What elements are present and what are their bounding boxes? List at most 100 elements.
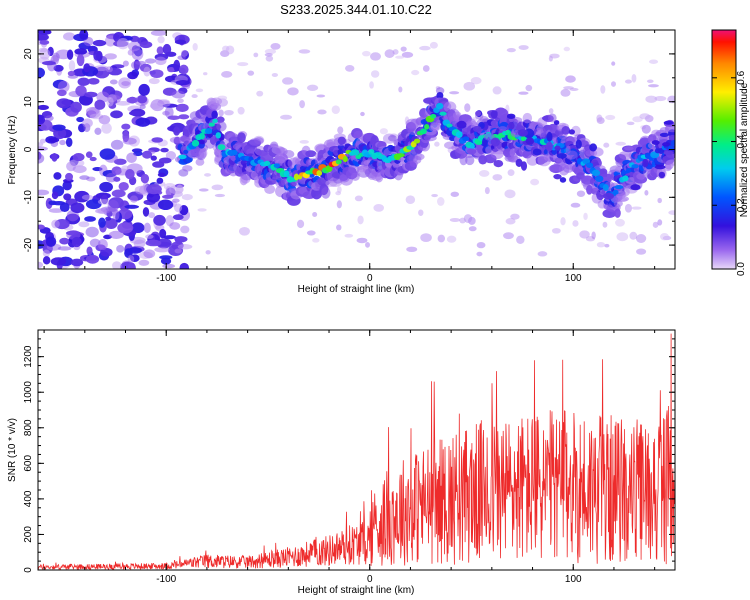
heatmap-blob: [604, 243, 610, 248]
heatmap-blob: [181, 49, 188, 57]
heatmap-blob: [138, 83, 150, 96]
heatmap-blob: [436, 91, 444, 100]
heatmap-blob: [625, 167, 632, 173]
heatmap-blob: [668, 210, 675, 215]
heatmap-blob: [142, 150, 153, 159]
heatmap-blob: [139, 41, 153, 49]
heatmap-blob: [576, 190, 586, 197]
snr-panel: -100 0 100 0 200 400 600 800 1000 1200 H…: [7, 329, 676, 596]
heatmap-blob: [38, 114, 46, 125]
heatmap-blob: [191, 139, 200, 147]
heatmap-blob: [565, 75, 576, 83]
heatmap-blob: [253, 52, 259, 58]
heatmap-blob: [406, 246, 418, 253]
heatmap-blob: [612, 189, 619, 195]
heatmap-blob: [89, 156, 97, 162]
heatmap-blob: [215, 132, 222, 139]
heatmap-blob: [373, 203, 385, 212]
heatmap-blob: [490, 110, 498, 119]
heatmap-blob: [526, 154, 539, 166]
heatmap-blob: [51, 191, 59, 200]
heatmap-blob: [128, 110, 142, 116]
heatmap-blob: [145, 234, 154, 239]
x-tick-label: 0: [367, 574, 373, 585]
heatmap-blob: [264, 53, 273, 57]
heatmap-blob: [256, 90, 264, 97]
spectrogram-heatmap: [38, 30, 675, 269]
heatmap-blob: [125, 169, 135, 180]
heatmap-blob: [67, 70, 75, 77]
heatmap-blob: [104, 218, 118, 229]
heatmap-blob: [532, 148, 542, 156]
heatmap-blob: [648, 84, 659, 88]
heatmap-blob: [142, 207, 150, 217]
heatmap-blob: [568, 129, 576, 135]
heatmap-blob: [216, 121, 227, 132]
heatmap-blob: [195, 158, 205, 166]
heatmap-blob: [476, 251, 483, 257]
heatmap-blob: [635, 234, 647, 243]
heatmap-blob: [545, 141, 553, 152]
heatmap-blob: [345, 65, 355, 72]
heatmap-blob: [337, 126, 344, 134]
heatmap-blob: [583, 212, 588, 221]
heatmap-blob: [131, 222, 145, 234]
colorbar-tick-label: 0.4: [736, 134, 747, 148]
heatmap-blob: [616, 232, 629, 242]
heatmap-blob: [192, 43, 198, 51]
heatmap-blob: [70, 258, 84, 267]
heatmap-blob: [129, 195, 138, 203]
heatmap-blob: [173, 59, 181, 72]
heatmap-blob: [183, 149, 189, 155]
heatmap-blob: [108, 230, 124, 239]
heatmap-blob: [312, 212, 318, 217]
heatmap-blob: [591, 169, 601, 177]
heatmap-blob: [516, 235, 525, 244]
heatmap-blob: [175, 103, 189, 112]
heatmap-blob: [146, 192, 161, 203]
heatmap-blob: [379, 128, 388, 135]
heatmap-blob: [622, 175, 629, 182]
heatmap-blob: [52, 124, 66, 131]
heatmap-blob: [78, 221, 90, 228]
heatmap-blob: [53, 172, 62, 180]
heatmap-blob: [150, 30, 167, 36]
heatmap-blob: [174, 39, 187, 45]
heatmap-blob: [122, 137, 137, 145]
heatmap-blob: [41, 61, 56, 66]
heatmap-blob: [111, 189, 126, 198]
heatmap-blob: [312, 238, 320, 243]
snr-line: [38, 333, 675, 570]
heatmap-blob: [254, 137, 264, 145]
heatmap-blob: [79, 30, 89, 40]
heatmap-blob: [48, 137, 60, 143]
heatmap-blob: [530, 178, 540, 186]
heatmap-blob: [181, 193, 193, 201]
heatmap-blob: [162, 263, 176, 269]
heatmap-blob: [611, 81, 616, 87]
heatmap-blob: [570, 202, 581, 208]
heatmap-blob: [99, 148, 116, 160]
heatmap-blob: [51, 153, 58, 162]
heatmap-blob: [191, 94, 198, 99]
heatmap-blob: [143, 66, 151, 77]
heatmap-blob: [172, 198, 180, 203]
heatmap-blob: [525, 84, 533, 92]
heatmap-blob: [422, 65, 430, 72]
heatmap-blob: [179, 64, 189, 75]
heatmap-blob: [662, 142, 671, 147]
heatmap-blob: [70, 202, 85, 214]
heatmap-blob: [63, 193, 72, 201]
heatmap-blob: [45, 115, 54, 122]
heatmap-blob: [306, 230, 316, 236]
heatmap-blob: [97, 199, 112, 205]
heatmap-blob: [369, 81, 374, 89]
spectrogram-panel: -100 0 100 -20 -10 0 10 20 Height of str…: [7, 29, 676, 295]
heatmap-blob: [212, 118, 218, 124]
heatmap-blob: [177, 98, 184, 104]
heatmap-blob: [615, 195, 629, 202]
heatmap-blob: [98, 114, 111, 125]
heatmap-blob: [517, 129, 528, 137]
colorbar: 0.0 0.2 0.4 0.6 Normalized spectral ampl…: [711, 29, 750, 276]
